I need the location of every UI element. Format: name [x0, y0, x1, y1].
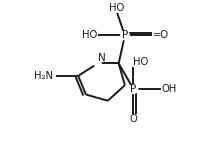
Text: =O: =O: [153, 30, 169, 40]
Text: P: P: [122, 30, 128, 40]
Circle shape: [129, 85, 138, 93]
Text: HO: HO: [134, 56, 149, 66]
Text: H₂N: H₂N: [34, 71, 53, 81]
Circle shape: [120, 31, 129, 40]
Text: OH: OH: [162, 84, 177, 94]
Text: N: N: [98, 53, 106, 63]
Circle shape: [94, 60, 101, 67]
Text: P: P: [130, 84, 137, 94]
Text: HO: HO: [82, 30, 98, 40]
Text: HO: HO: [110, 3, 125, 13]
Text: O: O: [130, 114, 137, 124]
